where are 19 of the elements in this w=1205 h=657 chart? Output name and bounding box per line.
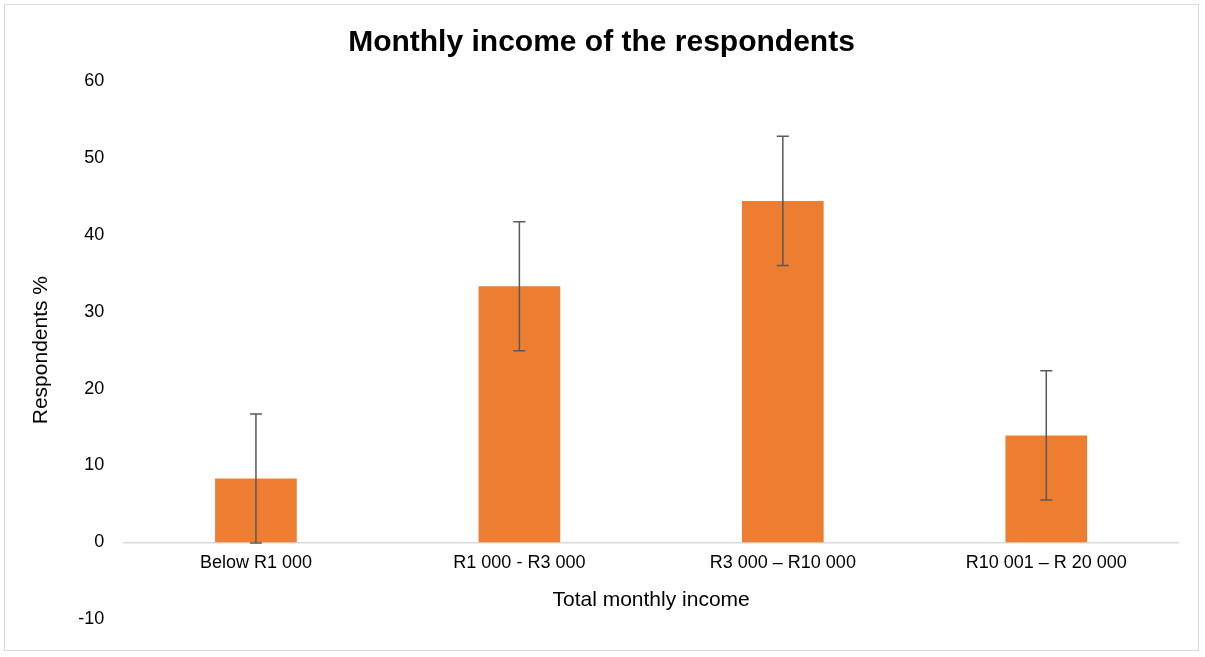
x-tick-label: R3 000 – R10 000 [709, 552, 856, 573]
bar [742, 200, 824, 543]
bar [1005, 435, 1088, 543]
y-tick-label: 40 [84, 223, 105, 244]
y-tick-label: 60 [84, 69, 105, 90]
y-tick-label: 20 [84, 377, 105, 398]
y-tick-label: 0 [94, 531, 105, 552]
y-tick-label: 30 [84, 300, 105, 321]
y-tick-label: 10 [84, 454, 105, 475]
x-tick-label: R1 000 - R3 000 [453, 552, 586, 573]
chart-title: Monthly income of the respondents [348, 24, 855, 58]
y-tick-label: 50 [84, 146, 105, 167]
x-tick-label: Below R1 000 [199, 552, 312, 573]
x-tick-label: R10 001 – R 20 000 [965, 552, 1127, 573]
x-axis-title: Total monthly income [552, 587, 750, 611]
y-tick-label: -10 [78, 608, 105, 629]
y-axis-title: Respondents % [28, 275, 52, 425]
bar [215, 478, 297, 543]
bar [478, 286, 561, 543]
